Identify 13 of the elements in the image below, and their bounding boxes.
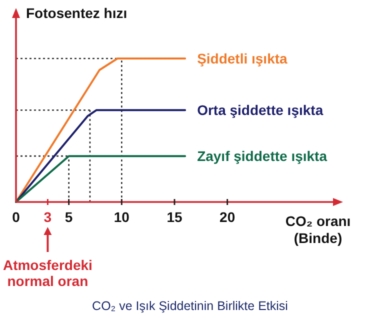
x-tick-label: 10 <box>114 209 130 225</box>
y-axis-title: Fotosentez hızı <box>26 5 128 21</box>
x-tick-label: 0 <box>12 209 20 225</box>
text: Atmosferdeki normal oran <box>2 257 92 289</box>
x-tick-label: 15 <box>166 209 182 225</box>
series-label: Şiddetli ışıkta <box>197 50 288 66</box>
series-label: Orta şiddette ışıkta <box>197 102 324 118</box>
x-tick-label: 5 <box>64 209 73 225</box>
text: CO₂ ve Işık Şiddetinin Birlikte Etkisi <box>92 299 288 313</box>
x-axis-title: CO₂ oranı (Binde) <box>285 213 351 246</box>
series-label: Zayıf şiddette ışıkta <box>197 148 328 164</box>
x-tick-label: 20 <box>220 209 236 225</box>
x-tick-label: 3 <box>44 209 52 225</box>
